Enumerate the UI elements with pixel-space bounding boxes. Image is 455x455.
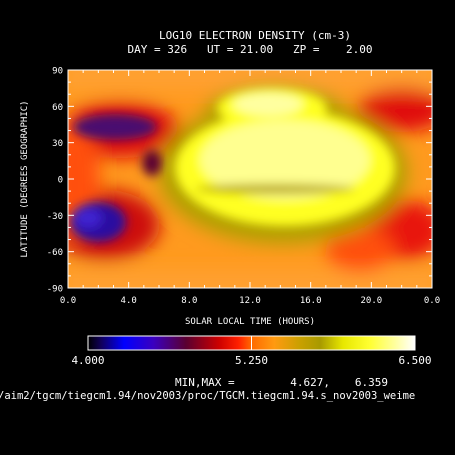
x-tick-label: 12.0 (239, 296, 261, 306)
min-value: 4.627, (290, 376, 330, 389)
minmax-label: MIN,MAX = (175, 376, 235, 389)
x-tick-label: 8.0 (181, 296, 197, 306)
y-tick-label: 90 (52, 67, 63, 77)
chart-subtitle: DAY = 326 UT = 21.00 ZP = 2.00 (127, 43, 372, 56)
x-tick-label: 4.0 (121, 296, 137, 306)
y-tick-label: 0 (58, 176, 63, 186)
heatmap-field (68, 70, 432, 288)
y-tick-label: 30 (52, 139, 63, 149)
file-path: /aim2/tgcm/tiegcm1.94/nov2003/proc/TGCM.… (0, 390, 415, 402)
y-tick-label: -60 (47, 248, 63, 258)
y-tick-label: -30 (47, 212, 63, 222)
y-axis-label: LATITUDE (DEGREES GEOGRAPHIC) (20, 100, 30, 257)
colorbar-tick-label: 5.250 (235, 354, 268, 367)
colorbar-labels: 4.000 5.250 6.500 (71, 336, 432, 367)
max-value: 6.359 (355, 376, 388, 389)
colorbar-tick-label: 6.500 (398, 354, 431, 367)
axes: 0.0 4.0 8.0 12.0 16.0 20.0 0.0 90 60 30 0 -30 -60 -90 (47, 67, 440, 307)
x-axis-label: SOLAR LOCAL TIME (HOURS) (185, 317, 315, 327)
y-tick-label: 60 (52, 103, 63, 113)
chart-title: LOG10 ELECTRON DENSITY (cm-3) (159, 29, 351, 42)
colorbar-tick-label: 4.000 (71, 354, 104, 367)
x-tick-label: 20.0 (360, 296, 382, 306)
x-tick-label: 0.0 (424, 296, 440, 306)
x-tick-label: 0.0 (60, 296, 76, 306)
y-tick-label: -90 (47, 285, 63, 295)
x-tick-label: 16.0 (300, 296, 322, 306)
